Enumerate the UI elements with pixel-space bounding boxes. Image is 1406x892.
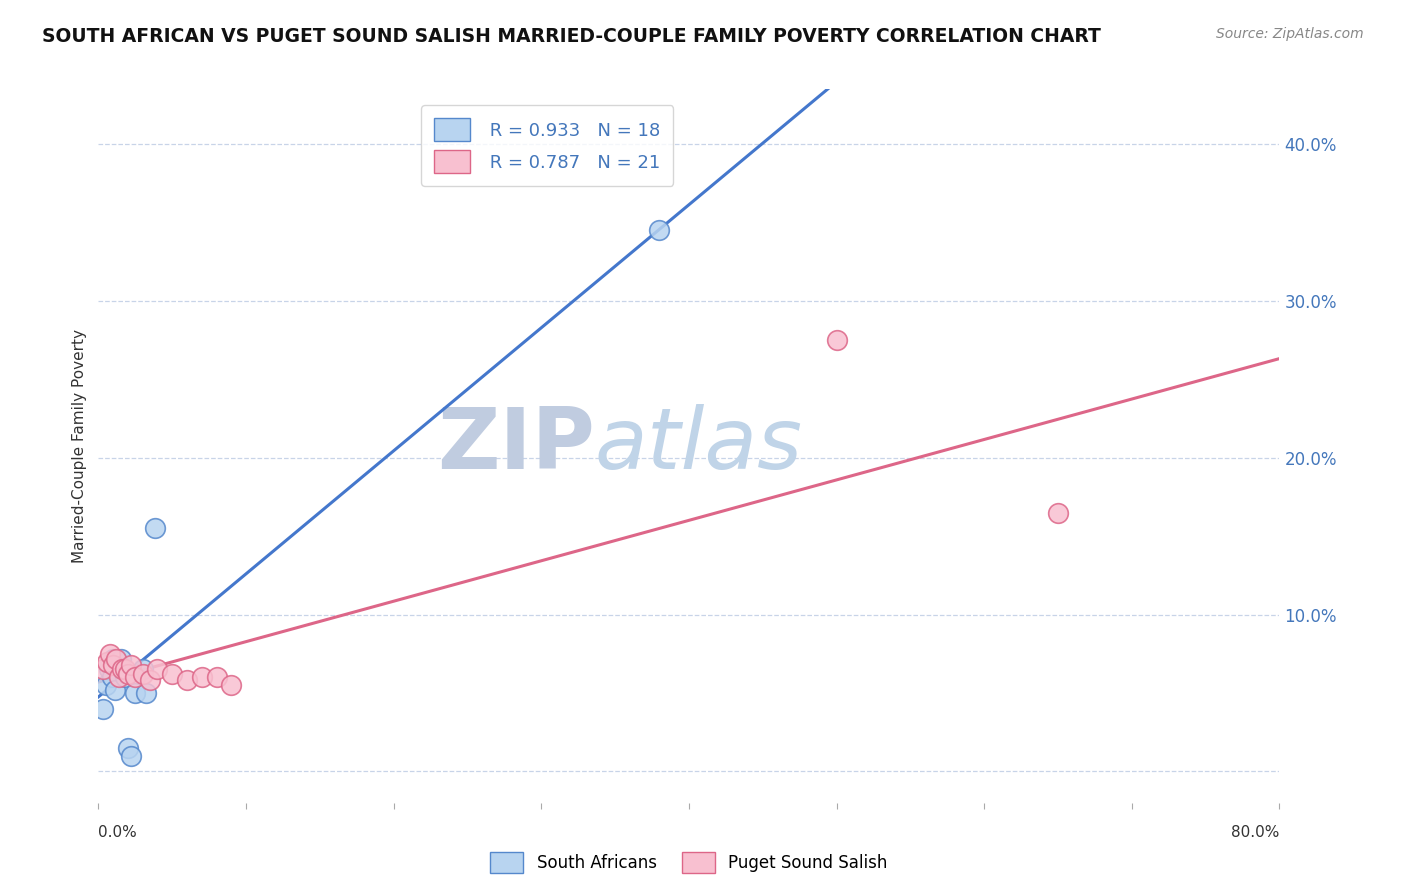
Point: [98, 657, 121, 672]
Point: [825, 333, 848, 347]
Point: [91, 702, 114, 716]
Point: [117, 667, 139, 681]
Legend:  R = 0.933   N = 18,  R = 0.787   N = 21: R = 0.933 N = 18, R = 0.787 N = 21: [422, 105, 673, 186]
Point: [91, 663, 114, 677]
Point: [111, 663, 134, 677]
Point: [162, 667, 183, 681]
Point: [146, 663, 169, 677]
Point: [1046, 506, 1070, 520]
Point: [124, 686, 146, 700]
Text: Source: ZipAtlas.com: Source: ZipAtlas.com: [1216, 27, 1364, 41]
Text: 80.0%: 80.0%: [1232, 825, 1279, 840]
Point: [100, 670, 122, 684]
Point: [107, 655, 129, 669]
Text: ZIP: ZIP: [437, 404, 595, 488]
Point: [139, 673, 162, 688]
Point: [120, 748, 142, 763]
Point: [132, 663, 155, 677]
Point: [114, 663, 136, 677]
Point: [143, 521, 166, 535]
Point: [104, 682, 127, 697]
Legend: South Africans, Puget Sound Salish: South Africans, Puget Sound Salish: [484, 846, 894, 880]
Point: [648, 223, 671, 237]
Point: [176, 673, 198, 688]
Point: [132, 667, 155, 681]
Point: [120, 657, 142, 672]
Text: atlas: atlas: [595, 404, 803, 488]
Point: [105, 657, 128, 672]
Point: [97, 663, 120, 677]
Point: [110, 651, 132, 665]
Point: [191, 670, 214, 684]
Point: [205, 670, 228, 684]
Point: [98, 647, 121, 661]
Y-axis label: Married-Couple Family Poverty: Married-Couple Family Poverty: [72, 329, 87, 563]
Point: [108, 670, 131, 684]
Text: 0.0%: 0.0%: [98, 825, 138, 840]
Point: [96, 655, 118, 669]
Point: [105, 651, 128, 665]
Point: [117, 740, 139, 755]
Point: [103, 657, 125, 672]
Point: [114, 670, 136, 684]
Point: [221, 678, 243, 692]
Text: SOUTH AFRICAN VS PUGET SOUND SALISH MARRIED-COUPLE FAMILY POVERTY CORRELATION CH: SOUTH AFRICAN VS PUGET SOUND SALISH MARR…: [42, 27, 1101, 45]
Point: [124, 670, 146, 684]
Point: [135, 686, 157, 700]
Point: [103, 651, 125, 665]
Point: [94, 678, 117, 692]
